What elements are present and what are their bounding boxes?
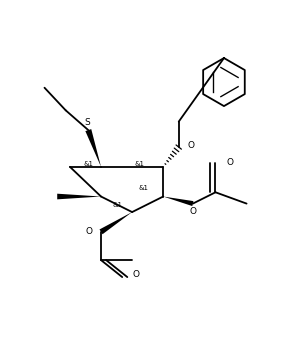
- Text: O: O: [226, 158, 233, 167]
- Text: O: O: [86, 227, 93, 236]
- Polygon shape: [85, 129, 101, 167]
- Text: &1: &1: [138, 185, 149, 191]
- Text: O: O: [133, 270, 140, 279]
- Text: &1: &1: [134, 161, 144, 167]
- Text: O: O: [189, 207, 196, 216]
- Polygon shape: [99, 212, 132, 234]
- Polygon shape: [57, 194, 101, 199]
- Text: O: O: [187, 141, 194, 150]
- Text: &1: &1: [113, 202, 123, 208]
- Polygon shape: [163, 197, 193, 206]
- Text: &1: &1: [83, 161, 93, 167]
- Text: S: S: [84, 118, 90, 127]
